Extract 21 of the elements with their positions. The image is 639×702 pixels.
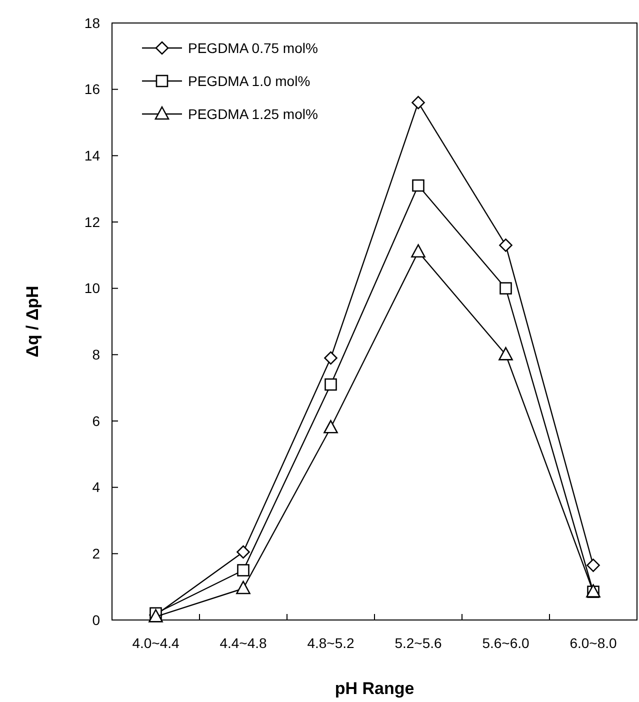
y-tick-label: 6 xyxy=(92,412,100,429)
y-tick-label: 12 xyxy=(84,214,100,230)
y-tick-label: 18 xyxy=(84,14,100,31)
legend-label: PEGDMA 0.75 mol% xyxy=(188,40,318,56)
y-tick-label: 2 xyxy=(92,546,100,562)
legend-label: PEGDMA 1.25 mol% xyxy=(188,106,318,122)
x-tick-label: 5.2~5.6 xyxy=(394,635,442,651)
x-axis-title: pH Range xyxy=(334,679,414,698)
y-tick-label: 16 xyxy=(84,81,100,98)
x-tick-label: 6.0~8.0 xyxy=(570,635,618,651)
legend-label: PEGDMA 1.0 mol% xyxy=(188,72,310,89)
x-tick-label: 4.8~5.2 xyxy=(307,635,355,651)
y-tick-label: 14 xyxy=(84,148,100,164)
x-tick-label: 4.0~4.4 xyxy=(132,635,180,651)
y-tick-label: 0 xyxy=(92,612,100,628)
y-tick-label: 8 xyxy=(92,346,100,363)
y-tick-label: 10 xyxy=(84,280,100,296)
x-tick-label: 5.6~6.0 xyxy=(482,635,530,651)
x-tick-label: 4.4~4.8 xyxy=(220,635,268,651)
y-tick-label: 4 xyxy=(92,479,100,496)
y-axis-title: Δq / ΔpH xyxy=(23,286,42,358)
